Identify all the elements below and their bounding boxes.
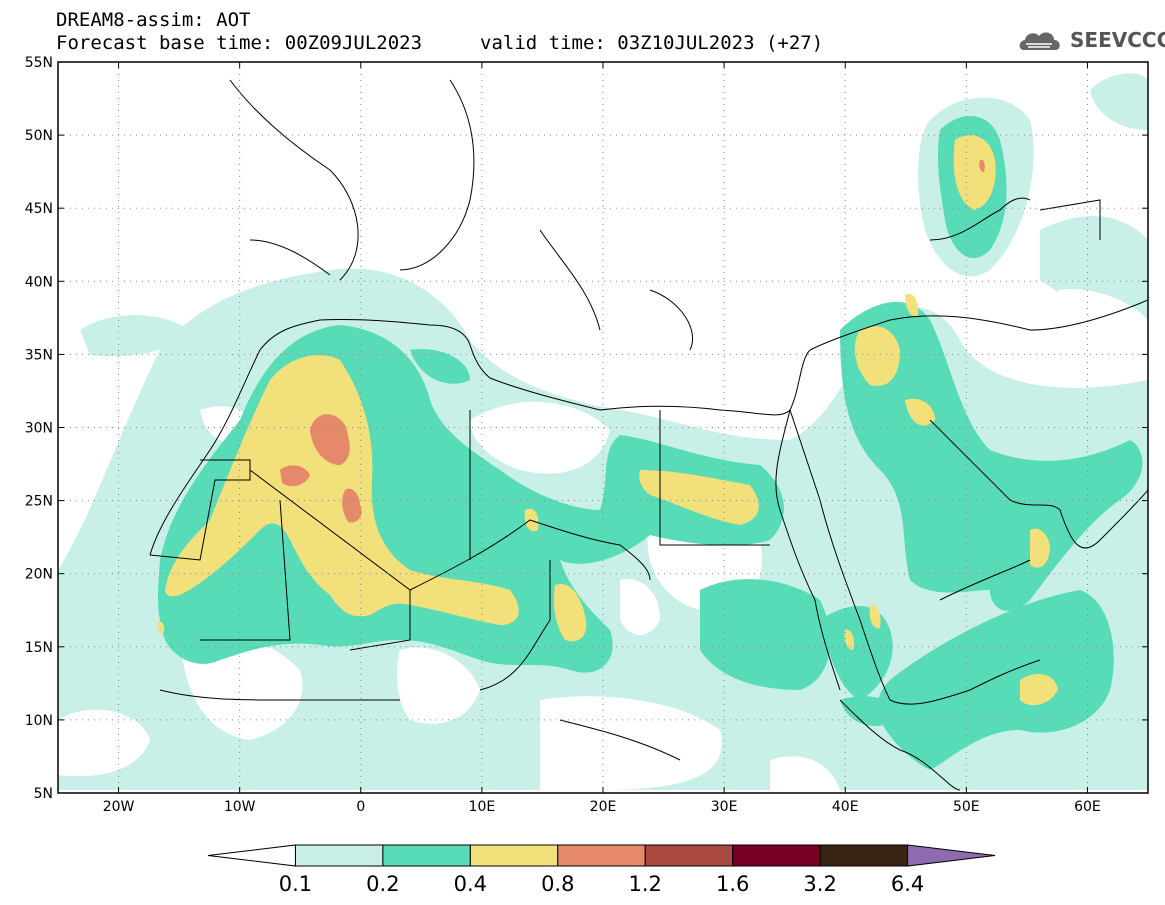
- forecast-base-time: Forecast base time: 00Z09JUL2023: [56, 32, 423, 54]
- colorbar-segment: [382, 844, 471, 867]
- coastlines: [149, 79, 1148, 791]
- colorbar-segment: [819, 844, 909, 867]
- colorbar-label: 1.2: [629, 872, 662, 896]
- cloud-logo-icon: [1019, 32, 1060, 50]
- colorbar-label: 0.2: [366, 872, 399, 896]
- lon-tick-label: 10W: [224, 799, 256, 815]
- lat-tick-label: 55N: [25, 55, 53, 71]
- lat-tick-label: 30N: [25, 421, 53, 437]
- valid-time: valid time: 03Z10JUL2023 (+27): [480, 32, 824, 54]
- colorbar-label: 0.1: [279, 872, 312, 896]
- lon-tick-label: 60E: [1074, 799, 1101, 815]
- colorbar-low-triangle: [207, 844, 296, 867]
- map-title: DREAM8-assim: AOT: [56, 9, 251, 31]
- aot-shading: [58, 73, 1148, 791]
- logo-text: SEEVCCC: [1070, 28, 1165, 52]
- lat-tick-label: 20N: [25, 567, 53, 583]
- lat-tick-label: 40N: [25, 274, 53, 290]
- lon-tick-label: 20E: [590, 799, 617, 815]
- colorbar-label: 6.4: [891, 872, 924, 896]
- colorbar-segment: [644, 844, 734, 867]
- lat-tick-label: 10N: [25, 713, 53, 729]
- axis-ticks: 20W 10W 0 10E 20E 30E 40E 50E 60E 5N 10N 15N 20N 25N 3…: [25, 55, 1148, 815]
- lon-tick-label: 40E: [832, 799, 859, 815]
- lon-tick-label: 0: [356, 799, 365, 815]
- lat-tick-label: 50N: [25, 128, 53, 144]
- lat-tick-label: 25N: [25, 494, 53, 510]
- colorbar: 0.1 0.2 0.4 0.8 1.2 1.6 3.2 6.4: [207, 844, 996, 896]
- lon-tick-label: 10E: [469, 799, 496, 815]
- lat-tick-label: 45N: [25, 201, 53, 217]
- colorbar-segment: [294, 844, 384, 867]
- lat-tick-label: 15N: [25, 640, 53, 656]
- colorbar-high-triangle: [907, 844, 996, 867]
- lon-tick-label: 50E: [953, 799, 980, 815]
- colorbar-label: 1.6: [716, 872, 749, 896]
- colorbar-label: 3.2: [803, 872, 836, 896]
- lon-tick-label: 30E: [711, 799, 738, 815]
- lat-tick-label: 5N: [34, 786, 53, 802]
- lat-tick-label: 35N: [25, 347, 53, 363]
- lon-tick-label: 20W: [103, 799, 135, 815]
- colorbar-label: 0.4: [454, 872, 487, 896]
- colorbar-segment: [732, 844, 821, 867]
- colorbar-label: 0.8: [541, 872, 574, 896]
- colorbar-segment: [469, 844, 559, 867]
- colorbar-segment: [557, 844, 646, 867]
